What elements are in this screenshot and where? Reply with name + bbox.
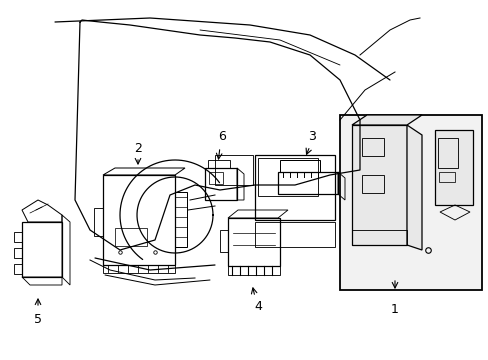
Bar <box>22 222 62 277</box>
Bar <box>215 155 252 185</box>
Bar <box>115 228 147 246</box>
Bar <box>208 172 223 184</box>
Polygon shape <box>406 125 421 250</box>
Bar <box>361 175 383 193</box>
Bar <box>278 172 337 194</box>
Bar <box>103 265 175 273</box>
Bar <box>361 138 383 156</box>
Text: 4: 4 <box>254 300 262 313</box>
Bar <box>438 172 454 182</box>
Bar <box>437 138 457 168</box>
Bar <box>280 160 319 172</box>
Bar <box>339 115 481 290</box>
Bar <box>254 155 334 220</box>
Text: 3: 3 <box>307 130 315 143</box>
Bar <box>14 264 22 274</box>
Bar <box>227 266 280 275</box>
Bar <box>204 168 237 200</box>
Bar <box>14 232 22 242</box>
Bar <box>227 218 280 266</box>
Polygon shape <box>351 115 421 125</box>
Bar <box>434 130 472 205</box>
Bar <box>103 175 175 265</box>
Bar <box>258 158 317 196</box>
Bar <box>207 160 229 168</box>
Text: 2: 2 <box>134 142 142 155</box>
Bar <box>14 248 22 258</box>
Bar <box>220 230 227 252</box>
Text: 5: 5 <box>34 313 42 326</box>
Text: 6: 6 <box>218 130 225 143</box>
Text: 1: 1 <box>390 303 398 316</box>
Bar <box>254 222 334 247</box>
Bar <box>351 125 406 245</box>
Bar <box>175 192 186 247</box>
Bar <box>94 208 103 236</box>
Bar <box>351 230 406 245</box>
